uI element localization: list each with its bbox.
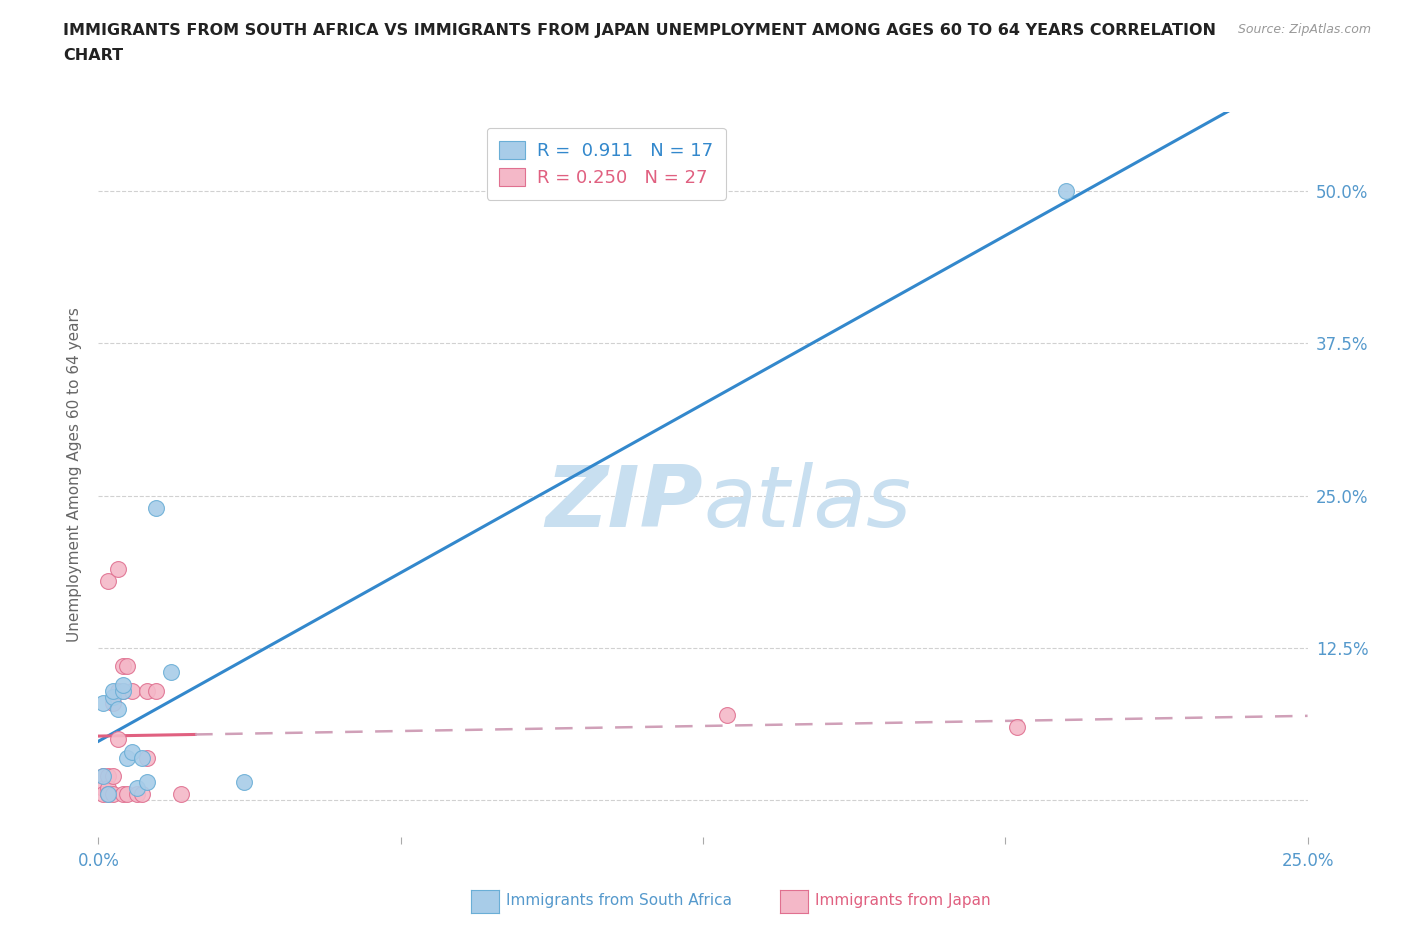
Point [97,768,120,783]
Point [131,751,153,765]
Text: atlas: atlas [703,462,911,545]
Text: Immigrants from Japan: Immigrants from Japan [815,893,991,908]
Point [97,787,120,802]
Point [145,684,167,698]
Point [101,684,124,698]
Point [91,768,114,783]
Point [111,677,134,692]
Point [169,787,191,802]
Point [101,696,124,711]
Point [1007,720,1029,735]
Point [91,787,114,802]
Point [127,781,149,796]
Point [131,787,153,802]
Text: Source: ZipAtlas.com: Source: ZipAtlas.com [1237,23,1371,36]
Point [117,787,139,802]
Point [135,775,157,790]
Point [97,574,120,589]
Legend: R =  0.911   N = 17, R = 0.250   N = 27: R = 0.911 N = 17, R = 0.250 N = 27 [486,128,725,200]
Point [107,701,129,716]
Point [101,689,124,704]
Text: Immigrants from South Africa: Immigrants from South Africa [506,893,733,908]
Point [135,684,157,698]
Point [121,744,143,759]
Point [111,684,134,698]
Point [101,768,124,783]
Point [107,562,129,577]
Point [111,684,134,698]
Point [117,751,139,765]
Point [91,696,114,711]
Point [117,658,139,673]
Point [127,787,149,802]
Point [97,787,120,802]
Point [107,684,129,698]
Point [1054,183,1077,198]
Point [97,781,120,796]
Text: CHART: CHART [63,48,124,63]
Point [716,708,738,723]
Point [111,658,134,673]
Point [160,665,183,680]
Y-axis label: Unemployment Among Ages 60 to 64 years: Unemployment Among Ages 60 to 64 years [67,307,83,642]
Point [91,781,114,796]
Point [91,768,114,783]
Point [121,684,143,698]
Point [232,775,254,790]
Text: IMMIGRANTS FROM SOUTH AFRICA VS IMMIGRANTS FROM JAPAN UNEMPLOYMENT AMONG AGES 60: IMMIGRANTS FROM SOUTH AFRICA VS IMMIGRAN… [63,23,1216,38]
Point [101,787,124,802]
Point [145,500,167,515]
Point [107,732,129,747]
Point [135,751,157,765]
Text: ZIP: ZIP [546,462,703,545]
Point [111,787,134,802]
